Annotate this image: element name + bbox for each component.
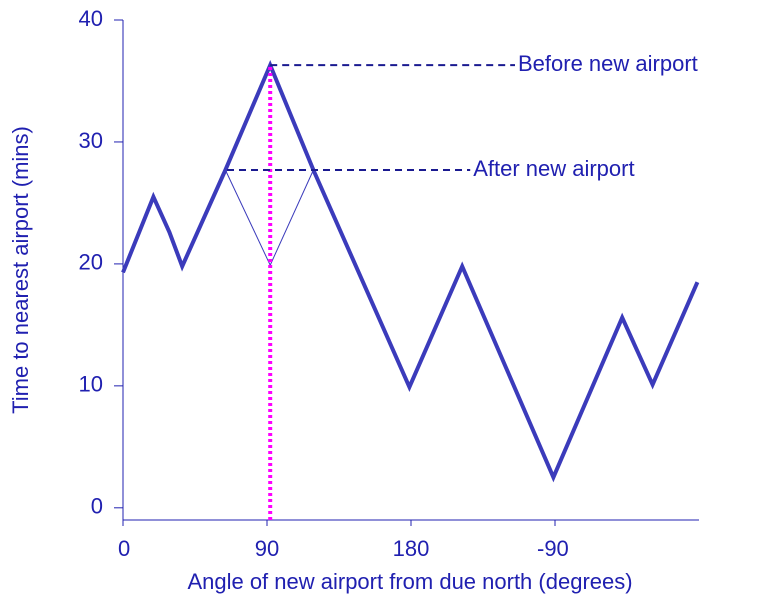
y-tick-label: 30 xyxy=(79,128,103,153)
y-tick-label: 10 xyxy=(79,372,103,397)
x-tick-label: -90 xyxy=(537,536,569,561)
x-tick-label: 0 xyxy=(118,536,130,561)
x-axis-label: Angle of new airport from due north (deg… xyxy=(187,569,632,594)
y-tick-label: 0 xyxy=(91,494,103,519)
y-axis-label: Time to nearest airport (mins) xyxy=(8,126,33,414)
annotation-label: Before new airport xyxy=(518,51,698,76)
annotation-label: After new airport xyxy=(473,156,634,181)
y-tick-label: 20 xyxy=(79,250,103,275)
x-tick-label: 90 xyxy=(255,536,279,561)
x-tick-label: 180 xyxy=(393,536,430,561)
y-tick-label: 40 xyxy=(79,6,103,31)
line-series xyxy=(121,59,700,483)
